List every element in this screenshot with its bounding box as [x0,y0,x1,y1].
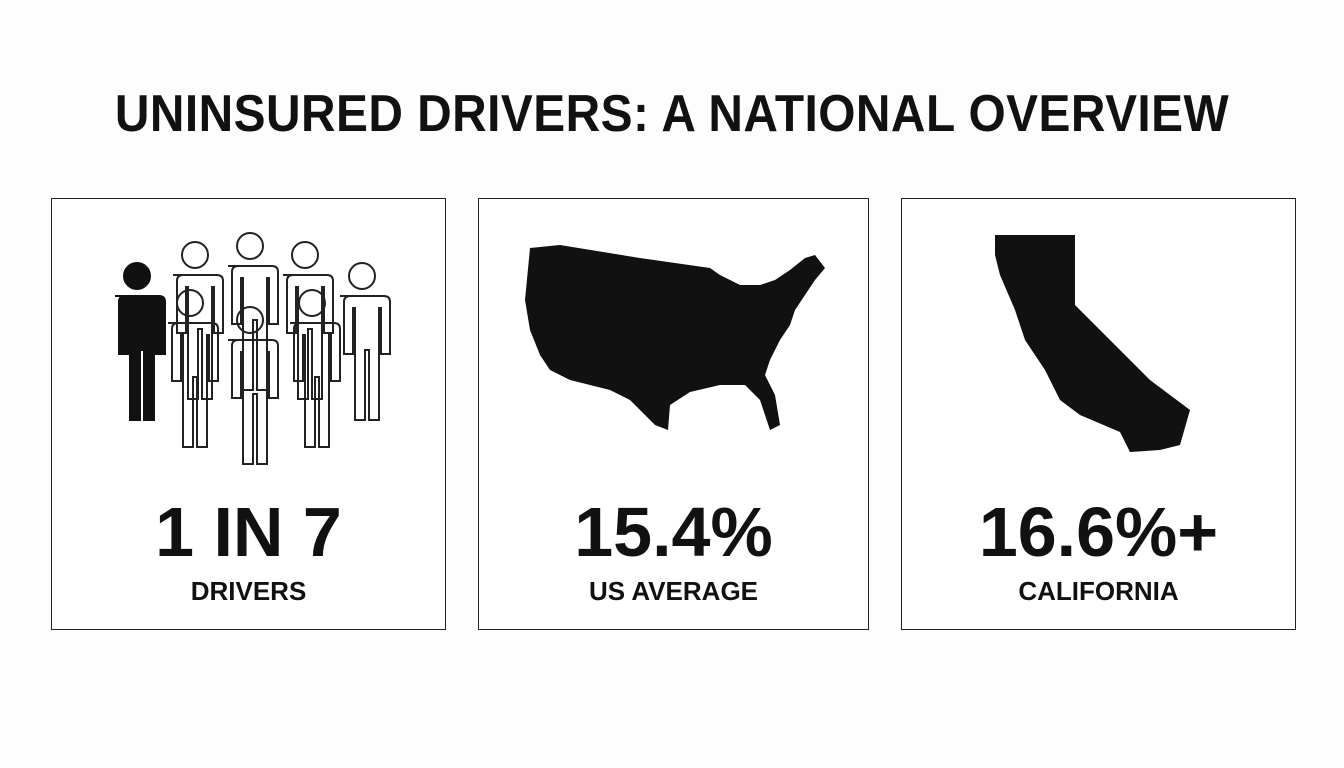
people-outline [167,232,391,465]
stat-label: DRIVERS [190,576,307,606]
stat-label: US AVERAGE [588,576,759,606]
card-drivers [51,198,446,630]
stat: 1 IN 7 [155,493,342,571]
stat: 15.4% [574,493,773,571]
title: UNINSURED DRIVERS: A NATIONAL OVERVIEW [114,85,1230,143]
california-map [995,235,1190,452]
person-highlight [114,262,166,421]
stat: 16.6%+ [978,493,1219,571]
stat-label: CALIFORNIA [1018,576,1179,606]
us-map [525,245,825,430]
